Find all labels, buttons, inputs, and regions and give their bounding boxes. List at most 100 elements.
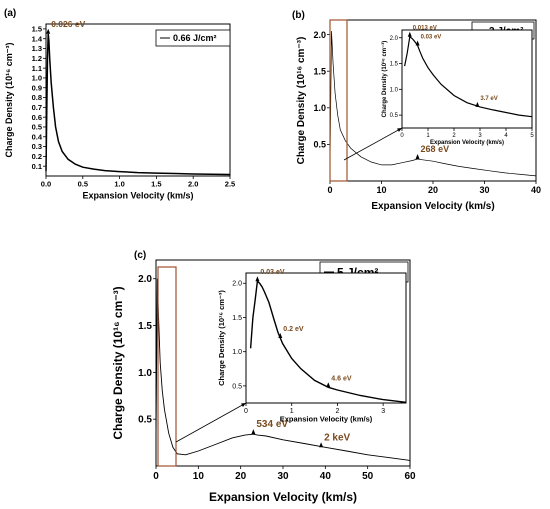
- panel-b-inset-x-tick-label: 2: [452, 133, 456, 139]
- panel-c-y-tick-label: 2.0: [138, 274, 152, 285]
- panel-a-x-tick-label: 0.0: [41, 180, 51, 189]
- panel-c-inset-x-tick-label: 0: [244, 408, 248, 415]
- panel-a-x-tick-label: 2.5: [225, 180, 235, 189]
- panel-b-peak-marker: [415, 154, 420, 160]
- panel-a-y-tick-label: 1.1: [32, 64, 42, 73]
- panel-a: 0.0 0.5 1.0 1.5 2.0 2.50.10.20.30.40.50.60.70…: [4, 8, 235, 201]
- panel-c-x-tick-label: 40: [320, 471, 332, 482]
- panel-b-inset-x-tick-label: 1: [426, 133, 430, 139]
- panel-b-inset-x-axis-label: Expansion Velocity (km/s): [430, 140, 504, 146]
- panel-a-y-tick-label: 0.4: [32, 132, 43, 141]
- panel-a-plot-frame: [45, 23, 231, 177]
- panel-a-y-tick-label: 0.7: [32, 103, 42, 112]
- panel-c-x-tick-label: 20: [235, 471, 247, 482]
- panel-c-peak-annotation: 534 eV: [256, 419, 288, 430]
- panel-c-inset-plot-bg: [246, 273, 406, 403]
- panel-a-y-tick-label: 0.8: [32, 93, 42, 102]
- panel-a-y-tick-label: 0.2: [32, 152, 42, 161]
- panel-c-x-tick-label: 10: [193, 471, 205, 482]
- panel-b-zoom-arrowhead: [397, 128, 402, 132]
- panel-b-inset-peak-marker: [475, 101, 480, 107]
- panel-c-inset-y-axis-label: Charge Density (10¹⁶ cm⁻³): [217, 290, 226, 386]
- panel-a-y-tick-label: 1.2: [32, 54, 42, 63]
- panel-b-inset-peak-annotation: 0.013 eV: [413, 26, 437, 32]
- panel-a-legend-entry: 0.66 J/cm²: [173, 33, 217, 43]
- panel-a-x-axis-label: Expansion Velocity (km/s): [82, 191, 193, 201]
- panel-c-inset: 0 1 2 3 0.5 1.0 1.5 2.0 Expansion Velocity (km/s…: [217, 269, 407, 424]
- panel-b-inset-peak-annotation: 0.03 eV: [421, 34, 442, 40]
- panel-b-y-tick-label: 1.5: [313, 66, 326, 76]
- panel-b-inset-series-line: [404, 35, 533, 118]
- panel-c-y-axis-label: Charge Density (10¹⁶ cm⁻³): [111, 286, 125, 439]
- panel-a-label: (a): [4, 8, 16, 19]
- panel-a-x-tick-label: 1.5: [151, 180, 161, 189]
- panel-b-zoom-box: [329, 19, 348, 182]
- panel-a-y-tick-label: 1.5: [32, 25, 42, 34]
- panel-c-inset-y-tick-label: 0.5: [232, 383, 242, 390]
- panel-a-y-tick-label: 0.3: [32, 142, 42, 151]
- panel-a-x-tick-label: 2.0: [188, 180, 198, 189]
- panel-b-inset-plot-frame: [401, 29, 533, 129]
- panel-a-y-tick-label: 1.4: [32, 34, 43, 43]
- panel-c-x-axis-label: Expansion Velocity (km/s): [209, 490, 357, 504]
- panel-c-inset-peak-marker: [278, 333, 283, 338]
- panel-b-inset-y-axis-label: Charge Density (10¹⁶ cm⁻³): [381, 41, 388, 118]
- panel-b-x-tick-label: 0: [327, 185, 332, 195]
- panel-c-label: (c): [134, 250, 146, 261]
- panel-a-peak-marker: [46, 28, 51, 34]
- panel-b-inset-x-tick-label: 4: [504, 133, 508, 139]
- panel-b-series-line: [329, 30, 537, 177]
- panel-a-y-tick-label: 0.5: [32, 123, 42, 132]
- panel-b-x-tick-label: 20: [428, 185, 438, 195]
- panel-a-y-tick-label: 1.3: [32, 44, 42, 53]
- panel-b-inset-peak-marker: [407, 31, 412, 37]
- panel-b-inset-peak-annotation: 3.7 eV: [480, 96, 497, 102]
- panel-c-series-line: [155, 278, 411, 461]
- panel-c-zoom-arrowhead: [241, 403, 246, 407]
- panel-b-inset-y-tick-label: 0.5: [390, 113, 399, 119]
- panel-c-inset-peak-annotation: 0.03 eV: [260, 269, 284, 276]
- panel-b-label: (b): [292, 10, 305, 21]
- panel-a-y-tick-label: 0.6: [32, 113, 42, 122]
- panel-c-inset-peak-annotation: 4.6 eV: [331, 375, 352, 382]
- panel-c-peak-annotation: 2 keV: [324, 432, 350, 443]
- panel-b-inset-peak-marker: [415, 40, 420, 46]
- panel-b-x-tick-label: 30: [479, 185, 489, 195]
- panel-b-y-tick-label: 0.5: [313, 140, 326, 150]
- panel-b-inset-y-tick-label: 1.5: [390, 62, 399, 68]
- panel-b-x-tick-label: 10: [376, 185, 386, 195]
- panel-c-y-tick-label: 0.5: [138, 415, 152, 426]
- panel-c-inset-peak-annotation: 0.2 eV: [283, 326, 304, 333]
- panel-c-inset-y-tick-label: 2.0: [232, 281, 242, 288]
- panel-c-peak-marker: [319, 442, 324, 448]
- panel-c-inset-y-tick-label: 1.0: [232, 349, 242, 356]
- panel-c-y-tick-label: 1.0: [138, 368, 152, 379]
- panel-a-x-tick-label: 0.5: [78, 180, 88, 189]
- panel-a-series-line: [45, 33, 231, 176]
- panel-c-inset-peak-marker: [255, 276, 260, 282]
- panel-b-y-axis-label: Charge Density (10¹⁶ cm⁻³): [296, 37, 307, 165]
- panel-a-peak-annotation: 0.026 eV: [51, 19, 85, 29]
- panel-c-inset-x-tick-label: 1: [290, 408, 294, 415]
- panel-a-y-axis-label: Charge Density (10¹⁶ cm⁻³): [4, 43, 14, 158]
- panel-b-y-tick-label: 1.0: [313, 103, 326, 113]
- panel-c-zoom-arrow: [175, 402, 247, 443]
- panel-c-x-tick-label: 0: [153, 471, 159, 482]
- panel-b-x-axis-label: Expansion Velocity (km/s): [371, 201, 494, 212]
- panel-c-x-tick-label: 50: [362, 471, 374, 482]
- panel-b-inset-x-tick-label: 0: [400, 133, 404, 139]
- panel-c-x-tick-label: 30: [277, 471, 289, 482]
- panel-a-legend-box: [155, 29, 231, 47]
- panel-a-x-tick-label: 1.0: [114, 180, 124, 189]
- panel-c-inset-plot-frame: [245, 272, 407, 404]
- panel-b-x-tick-label: 40: [531, 185, 541, 195]
- panel-a-y-tick-label: 1.0: [32, 74, 42, 83]
- panel-c-inset-peak-marker: [326, 382, 331, 388]
- panel-b-inset-x-tick-label: 5: [530, 133, 534, 139]
- panel-c-inset-x-tick-label: 2: [335, 408, 339, 415]
- panel-c-inset-x-axis-label: Expansion Velocity (km/s): [280, 415, 373, 424]
- panel-b-inset-x-tick-label: 3: [478, 133, 482, 139]
- panel-b-inset: 0 1 2 3 4 5 0.5 1.0 1.5 2.0 Expansion Velocity (km…: [381, 26, 534, 146]
